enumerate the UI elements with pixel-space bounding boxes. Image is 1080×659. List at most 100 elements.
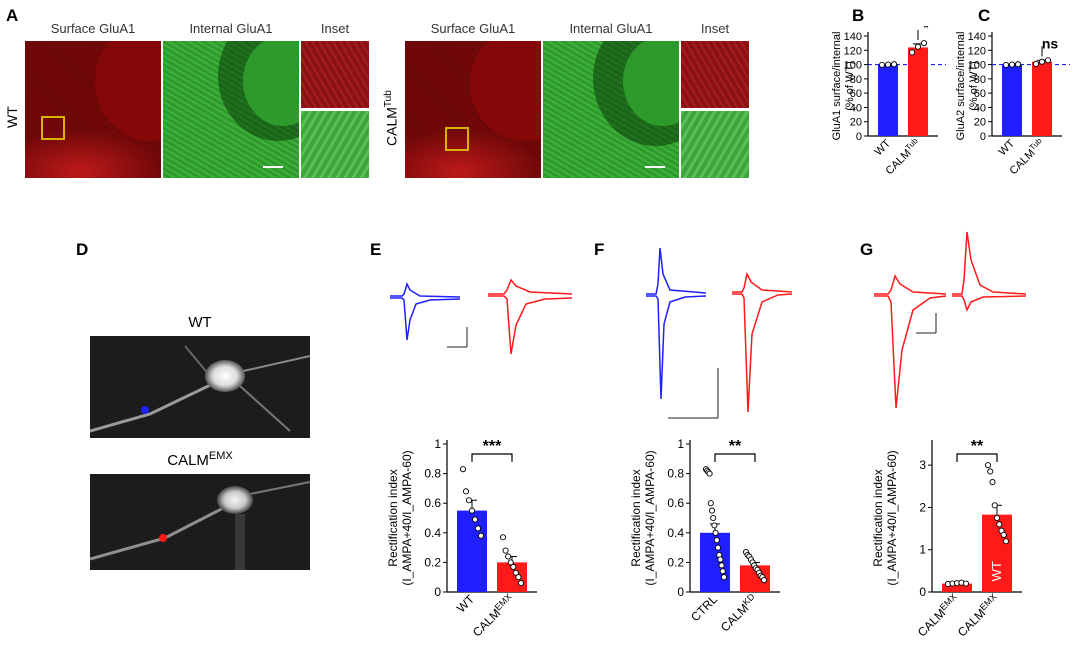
data-point [908,49,916,56]
y-axis-label: Rectification index(I_AMPA+40/I_AMPA-60) [386,450,414,585]
y-axis-label: Rectification index(I_AMPA+40/I_AMPA-60) [871,450,899,585]
trace-g-wt-neg [952,295,1027,313]
trace-e-wt-pos [390,281,461,298]
row-label-calm-sup: Tub [383,90,394,108]
y-tick-label: 40 [974,102,986,114]
bar-chart-e: 0 0.2 0.4 0.6 0.8 1 Rectification index(I_AMPA… [386,437,537,640]
y-tick-label: 0.2 [424,555,441,569]
data-point [914,43,922,50]
category-label-base: WT [997,137,1018,158]
data-point [707,500,714,507]
data-point [719,568,726,575]
scale-bar [263,166,283,168]
data-point [1008,61,1016,68]
y-tick-label: 3 [919,458,926,472]
inset-surface-calm [681,41,749,108]
significance-label: ** [729,438,742,455]
trace-f-ctrl-neg [646,295,707,400]
scale-bar [645,166,665,168]
data-point [884,61,892,68]
inset-internal-wt [301,111,369,178]
category-label-base: CTRL [688,592,720,624]
trace-g-calm-neg [874,295,947,409]
data-point [991,502,998,509]
data-point [878,61,886,68]
category-label: CALMEMX [469,592,517,640]
bar [942,583,972,592]
data-point [987,468,994,475]
bar [457,510,487,592]
y-tick-label: 1 [919,543,926,557]
col-title-internal-left: Internal GluA1 [189,21,273,36]
data-point [920,40,928,47]
trace-g-calm-pos [874,274,947,295]
panel-label-b: B [852,6,865,25]
significance-bracket [956,453,998,462]
y-axis-label-line: Rectification index [871,469,885,566]
y-tick-label: 60 [974,88,986,100]
data-point [717,556,724,563]
data-point [515,574,522,581]
data-point [502,547,509,554]
y-tick-label: 1 [434,437,441,451]
data-point [996,521,1003,528]
bar-chart-f: 0 0.2 0.4 0.6 0.8 1 Rectification index(I_AMPA… [629,437,780,635]
y-tick-label: 0 [677,585,684,599]
panel-label-g: G [860,240,874,259]
neuron-drawing-calm [90,481,310,570]
y-tick-label: 100 [968,60,986,72]
bar-chart-g: 0 1 2 3 Rectification index(I_AMPA+40/I_AMPA… [871,438,1022,639]
data-point [512,569,519,576]
data-point [499,534,507,541]
y-tick-label: 60 [850,88,862,100]
y-axis-label-line: (I_AMPA+40/I_AMPA-60) [885,450,899,585]
y-tick-label: 1 [677,437,684,451]
significance-bracket [471,453,513,462]
col-title-inset-right: Inset [700,21,730,36]
data-point [505,553,512,560]
trace-e-calm-neg [488,295,573,355]
data-point [1002,538,1010,545]
trace-f-kd-neg [732,293,793,413]
category-label: WT [873,137,894,158]
panel-label-c: C [978,6,991,25]
significance-label: ** [971,438,984,455]
data-point [890,61,898,68]
data-point [708,507,716,514]
significance-label: ns [1042,35,1059,51]
y-axis-label-line: (% of WT) [968,61,980,111]
data-point [712,529,719,536]
y-axis-label-line: (% of WT) [844,61,856,111]
data-point [471,516,479,523]
y-tick-label: 140 [968,31,986,43]
traces-f [646,247,793,419]
significance-label: *** [483,438,502,455]
neuron-label-calm-base: CALM [167,452,209,469]
y-tick-label: 0.4 [667,526,684,540]
traces-e [390,278,573,355]
y-tick-label: 2 [919,500,926,514]
category-label-sup: EMX [493,592,514,613]
inset-region-box [41,116,65,140]
trace-e-calm-pos [488,278,573,295]
y-tick-label: 0 [980,131,986,143]
data-point [468,507,476,514]
neuron-image-calm [90,474,310,570]
y-axis-label: Rectification index(I_AMPA+40/I_AMPA-60) [629,450,657,585]
data-point [507,559,514,566]
col-title-surface-right: Surface GluA1 [430,21,516,36]
y-tick-label: 0.6 [667,496,684,510]
bar [908,47,928,136]
category-label-base: WT [454,592,478,616]
data-point [1002,61,1010,68]
y-tick-label: 0.8 [424,467,441,481]
neuron-label-wt: WT [188,314,212,331]
inset-internal-calm [681,111,749,178]
bar [1032,61,1052,136]
data-point [474,525,482,532]
inset-surface-wt [301,41,369,108]
trace-g-wt-pos [952,231,1027,295]
data-point [984,462,992,469]
y-axis-label-line: (I_AMPA+40/I_AMPA-60) [400,450,414,585]
